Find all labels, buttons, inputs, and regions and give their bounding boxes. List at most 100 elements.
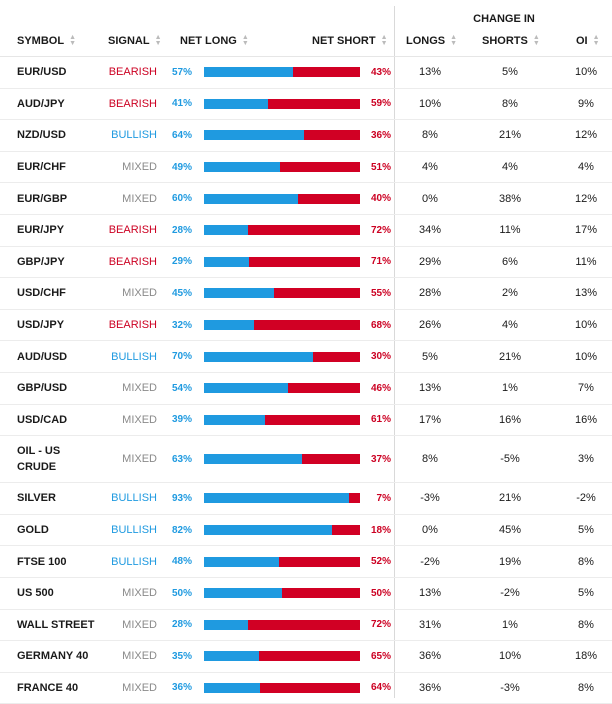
symbol-cell[interactable]: EUR/CHF — [17, 161, 66, 174]
sort-icon[interactable]: ▲ ▼ — [380, 34, 388, 48]
symbol-cell[interactable]: USD/CAD — [17, 413, 68, 426]
symbol-cell[interactable]: WALL STREET — [17, 618, 95, 631]
long-short-ratio-bar — [204, 130, 360, 141]
long-portion-bar — [204, 682, 261, 693]
long-portion-bar — [204, 320, 254, 331]
longs-change-cell: 8% — [422, 129, 438, 142]
long-short-ratio-bar — [204, 651, 360, 662]
long-short-ratio-bar — [204, 454, 360, 465]
signal-column-header[interactable]: SIGNAL ▲ ▼ — [108, 28, 162, 56]
net-short-cell: 18% — [370, 524, 391, 536]
sort-icon[interactable]: ▲ ▼ — [241, 34, 249, 48]
signal-cell: MIXED — [122, 453, 157, 466]
symbol-cell[interactable]: GBP/JPY — [17, 255, 65, 268]
symbol-cell[interactable]: EUR/USD — [17, 66, 67, 79]
symbol-cell[interactable]: GOLD — [17, 524, 49, 537]
table-row[interactable]: SILVER BULLISH 93% 7% -3% 21% -2% — [0, 483, 612, 515]
symbol-cell[interactable]: GERMANY 40 — [17, 650, 89, 663]
table-row[interactable]: EUR/USD BEARISH 57% 43% 13% 5% 10% — [0, 57, 612, 89]
longs-column-header[interactable]: LONGS ▲ ▼ — [406, 28, 457, 56]
symbol-cell[interactable]: AUD/USD — [17, 350, 68, 363]
sort-icon[interactable]: ▲ ▼ — [592, 34, 600, 48]
net-long-cell: 50% — [172, 587, 193, 599]
table-row[interactable]: EUR/JPY BEARISH 28% 72% 34% 11% 17% — [0, 215, 612, 247]
signal-cell: BEARISH — [108, 224, 157, 237]
signal-cell: BEARISH — [108, 319, 157, 332]
oi-column-header[interactable]: OI ▲ ▼ — [576, 28, 600, 56]
symbol-cell[interactable]: USD/CHF — [17, 287, 66, 300]
table-row[interactable]: AUD/JPY BEARISH 41% 59% 10% 8% 9% — [0, 89, 612, 121]
table-row[interactable]: GBP/JPY BEARISH 29% 71% 29% 6% 11% — [0, 247, 612, 279]
net-long-cell: 41% — [172, 98, 193, 110]
shorts-change-cell: 11% — [499, 224, 521, 237]
table-row[interactable]: GBP/USD MIXED 54% 46% 13% 1% 7% — [0, 373, 612, 405]
long-short-ratio-bar — [204, 98, 360, 109]
net-long-cell: 54% — [172, 382, 193, 394]
table-row[interactable]: EUR/CHF MIXED 49% 51% 4% 4% 4% — [0, 152, 612, 184]
table-row[interactable]: USD/CAD MIXED 39% 61% 17% 16% 16% — [0, 405, 612, 437]
net-long-cell: 45% — [172, 287, 193, 299]
shorts-change-cell: 1% — [502, 618, 518, 631]
symbol-cell[interactable]: OIL - US CRUDE — [17, 445, 61, 474]
sort-icon[interactable]: ▲ ▼ — [154, 34, 162, 48]
symbol-cell[interactable]: FRANCE 40 — [17, 681, 79, 694]
long-short-ratio-bar — [204, 67, 360, 78]
table-row[interactable]: FTSE 100 BULLISH 48% 52% -2% 19% 8% — [0, 546, 612, 578]
sort-icon[interactable]: ▲ ▼ — [450, 34, 458, 48]
table-row[interactable]: USD/JPY BEARISH 32% 68% 26% 4% 10% — [0, 310, 612, 342]
shorts-change-cell: 45% — [498, 524, 522, 537]
sort-icon[interactable]: ▲ ▼ — [532, 34, 540, 48]
symbol-cell[interactable]: USD/JPY — [17, 319, 65, 332]
net-long-column-header[interactable]: NET LONG ▲ ▼ — [180, 28, 249, 56]
table-row[interactable]: EUR/GBP MIXED 60% 40% 0% 38% 12% — [0, 183, 612, 215]
shorts-change-cell: -5% — [500, 453, 520, 466]
symbol-cell[interactable]: EUR/GBP — [17, 192, 68, 205]
net-short-cell: 52% — [370, 556, 391, 568]
longs-change-cell: 13% — [418, 382, 442, 395]
long-portion-bar — [204, 588, 282, 599]
symbol-cell[interactable]: GBP/USD — [17, 382, 68, 395]
signal-cell: MIXED — [122, 587, 157, 600]
net-long-cell: 70% — [172, 351, 193, 363]
net-long-cell: 28% — [172, 619, 193, 631]
symbol-cell[interactable]: FTSE 100 — [17, 555, 67, 568]
shorts-change-cell: 21% — [498, 129, 522, 142]
oi-change-cell: -2% — [576, 492, 596, 505]
table-row[interactable]: GERMANY 40 MIXED 35% 65% 36% 10% 18% — [0, 641, 612, 673]
table-row[interactable]: AUD/USD BULLISH 70% 30% 5% 21% 10% — [0, 341, 612, 373]
long-portion-bar — [204, 619, 248, 630]
long-portion-bar — [204, 193, 298, 204]
oi-header-label: OI — [576, 35, 588, 47]
symbol-cell[interactable]: EUR/JPY — [17, 224, 65, 237]
table-row[interactable]: US 500 MIXED 50% 50% 13% -2% 5% — [0, 578, 612, 610]
table-row[interactable]: NZD/USD BULLISH 64% 36% 8% 21% 12% — [0, 120, 612, 152]
shorts-column-header[interactable]: SHORTS ▲ ▼ — [482, 28, 540, 56]
shorts-change-cell: 21% — [498, 492, 522, 505]
signal-cell: BULLISH — [111, 555, 157, 568]
symbol-cell[interactable]: SILVER — [17, 492, 56, 505]
table-row[interactable]: WALL STREET MIXED 28% 72% 31% 1% 8% — [0, 610, 612, 642]
symbol-column-header[interactable]: SYMBOL ▲ ▼ — [17, 28, 76, 56]
table-row[interactable]: GOLD BULLISH 82% 18% 0% 45% 5% — [0, 515, 612, 547]
sort-icon[interactable]: ▲ ▼ — [69, 34, 76, 48]
table-row[interactable]: FRANCE 40 MIXED 36% 64% 36% -3% 8% — [0, 673, 612, 704]
symbol-cell[interactable]: US 500 — [17, 587, 54, 600]
symbol-cell[interactable]: NZD/USD — [17, 129, 66, 142]
net-short-cell: 71% — [370, 256, 391, 268]
net-short-cell: 61% — [370, 414, 391, 426]
signal-cell: MIXED — [122, 618, 157, 631]
shorts-change-cell: -3% — [500, 681, 520, 694]
net-short-column-header[interactable]: NET SHORT ▲ ▼ — [312, 28, 388, 56]
longs-change-cell: 31% — [418, 618, 442, 631]
long-short-ratio-bar — [204, 383, 360, 394]
net-short-header-label: NET SHORT — [312, 35, 376, 47]
symbol-cell[interactable]: AUD/JPY — [17, 97, 65, 110]
shorts-change-cell: 5% — [502, 66, 518, 79]
table-row[interactable]: OIL - US CRUDE MIXED 63% 37% 8% -5% 3% — [0, 436, 612, 484]
longs-change-cell: -2% — [420, 555, 440, 568]
net-short-cell: 72% — [370, 224, 391, 236]
long-portion-bar — [204, 414, 265, 425]
long-short-ratio-bar — [204, 256, 360, 267]
table-row[interactable]: USD/CHF MIXED 45% 55% 28% 2% 13% — [0, 278, 612, 310]
longs-change-cell: 0% — [422, 524, 438, 537]
